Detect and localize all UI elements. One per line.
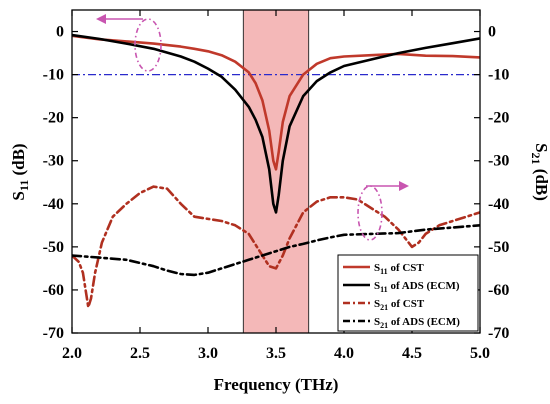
legend-label-s11-ads: S11 of ADS (ECM) xyxy=(374,280,460,294)
curves-layer xyxy=(72,33,480,309)
x-axis-title: Frequency (THz) xyxy=(214,375,339,394)
y-tick-label-right: -30 xyxy=(488,153,509,170)
series-line-1 xyxy=(72,34,480,171)
y-tick-label-left: -70 xyxy=(43,325,64,342)
y-tick-label-left: -20 xyxy=(43,110,64,127)
x-tick-label: 4.0 xyxy=(334,345,354,362)
y-tick-label-left: -30 xyxy=(43,153,64,170)
legend-box xyxy=(337,254,479,332)
x-tick-label: 2.5 xyxy=(130,345,150,362)
y-tick-label-right: -10 xyxy=(488,67,509,84)
x-tick-label: 5.0 xyxy=(470,345,490,362)
y-tick-label-left: -50 xyxy=(43,239,64,256)
y-tick-label-right: -70 xyxy=(488,325,509,342)
x-tick-label: 2.0 xyxy=(62,345,82,362)
y-tick-label-left: -40 xyxy=(43,196,64,213)
operating-band-highlight xyxy=(242,9,310,334)
y-tick-label-right: -50 xyxy=(488,239,509,256)
y-tick-label-right: -40 xyxy=(488,196,509,213)
x-tick-label: 3.0 xyxy=(198,345,218,362)
series-line-4 xyxy=(72,224,480,277)
y-tick-label-right: 0 xyxy=(488,24,496,41)
y-tick-label-right: -60 xyxy=(488,282,509,299)
y-axis-title-left: S11 (dB) xyxy=(9,143,31,200)
y-tick-label-left: 0 xyxy=(56,24,64,41)
y-axis-title-right: S21 (dB) xyxy=(529,143,550,201)
legend-label-s21-ads: S21 of ADS (ECM) xyxy=(374,316,460,330)
s11-axis-arrow-annotation xyxy=(96,14,162,72)
legend: S11 of CST S11 of ADS (ECM) S21 of CST S… xyxy=(337,254,479,332)
x-tick-label: 3.5 xyxy=(266,345,286,362)
x-tick-label: 4.5 xyxy=(402,345,422,362)
s21-axis-arrow-annotation xyxy=(357,181,409,241)
series-line-2 xyxy=(72,33,480,214)
y-tick-label-right: -20 xyxy=(488,110,509,127)
x-axis-ticks: 2.0 2.5 3.0 3.5 4.0 4.5 5.0 xyxy=(62,10,490,362)
y-axis-ticks: 0 0 -10 -10 -20 -20 -30 -30 -40 -40 -50 -50 -60 -60 -7… xyxy=(43,24,510,342)
y-tick-label-left: -10 xyxy=(43,67,64,84)
y-tick-label-left: -60 xyxy=(43,282,64,299)
